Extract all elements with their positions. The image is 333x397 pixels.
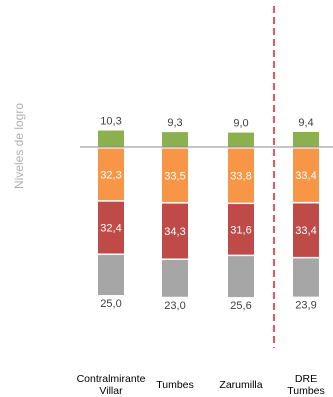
data-label-level-4: 9,0 bbox=[233, 118, 248, 130]
data-label-level-2: 32,4 bbox=[100, 223, 121, 235]
bar-level-1 bbox=[162, 259, 188, 297]
bar-level-2 bbox=[98, 201, 124, 254]
data-label-level-2: 33,4 bbox=[295, 225, 316, 237]
category-label-line: DRE bbox=[294, 373, 318, 385]
bar-level-3 bbox=[293, 148, 319, 202]
bar-level-4 bbox=[293, 131, 319, 147]
bar-level-1 bbox=[293, 258, 319, 297]
data-label-level-1: 23,0 bbox=[164, 300, 185, 312]
bar-level-4 bbox=[162, 132, 188, 147]
category-label-line: Contralmirante bbox=[76, 373, 146, 385]
bar-level-1 bbox=[228, 256, 254, 298]
bar-level-4 bbox=[228, 132, 254, 147]
data-label-level-4: 9,4 bbox=[298, 117, 313, 129]
data-label-level-2: 31,6 bbox=[230, 224, 251, 236]
bar-level-3 bbox=[162, 148, 188, 203]
data-label-level-1: 25,6 bbox=[230, 300, 251, 312]
data-label-level-4: 10,3 bbox=[100, 116, 121, 128]
bar-level-3 bbox=[228, 148, 254, 203]
bar-level-1 bbox=[98, 255, 124, 296]
data-label-level-3: 33,4 bbox=[295, 170, 316, 182]
category-label: DRE Tumbes bbox=[258, 373, 333, 397]
data-label-level-1: 25,0 bbox=[100, 298, 121, 310]
bar-level-2 bbox=[293, 203, 319, 257]
data-label-level-3: 33,5 bbox=[164, 170, 185, 182]
bar-level-2 bbox=[162, 203, 188, 259]
data-label-level-4: 9,3 bbox=[167, 117, 182, 129]
category-label: Zarumilla bbox=[193, 379, 289, 391]
data-label-level-2: 34,3 bbox=[164, 226, 185, 238]
category-label-line: Tumbes bbox=[156, 379, 194, 391]
bar-level-2 bbox=[228, 204, 254, 255]
data-label-level-3: 33,8 bbox=[230, 171, 251, 183]
data-label-level-1: 23,9 bbox=[295, 300, 316, 312]
category-label-line: Zarumilla bbox=[219, 379, 263, 391]
category-label-line: Tumbes bbox=[287, 385, 325, 397]
bar-level-3 bbox=[98, 148, 124, 201]
category-label: Tumbes bbox=[127, 379, 223, 391]
data-label-level-3: 32,3 bbox=[100, 169, 121, 181]
bar-level-4 bbox=[98, 130, 124, 147]
